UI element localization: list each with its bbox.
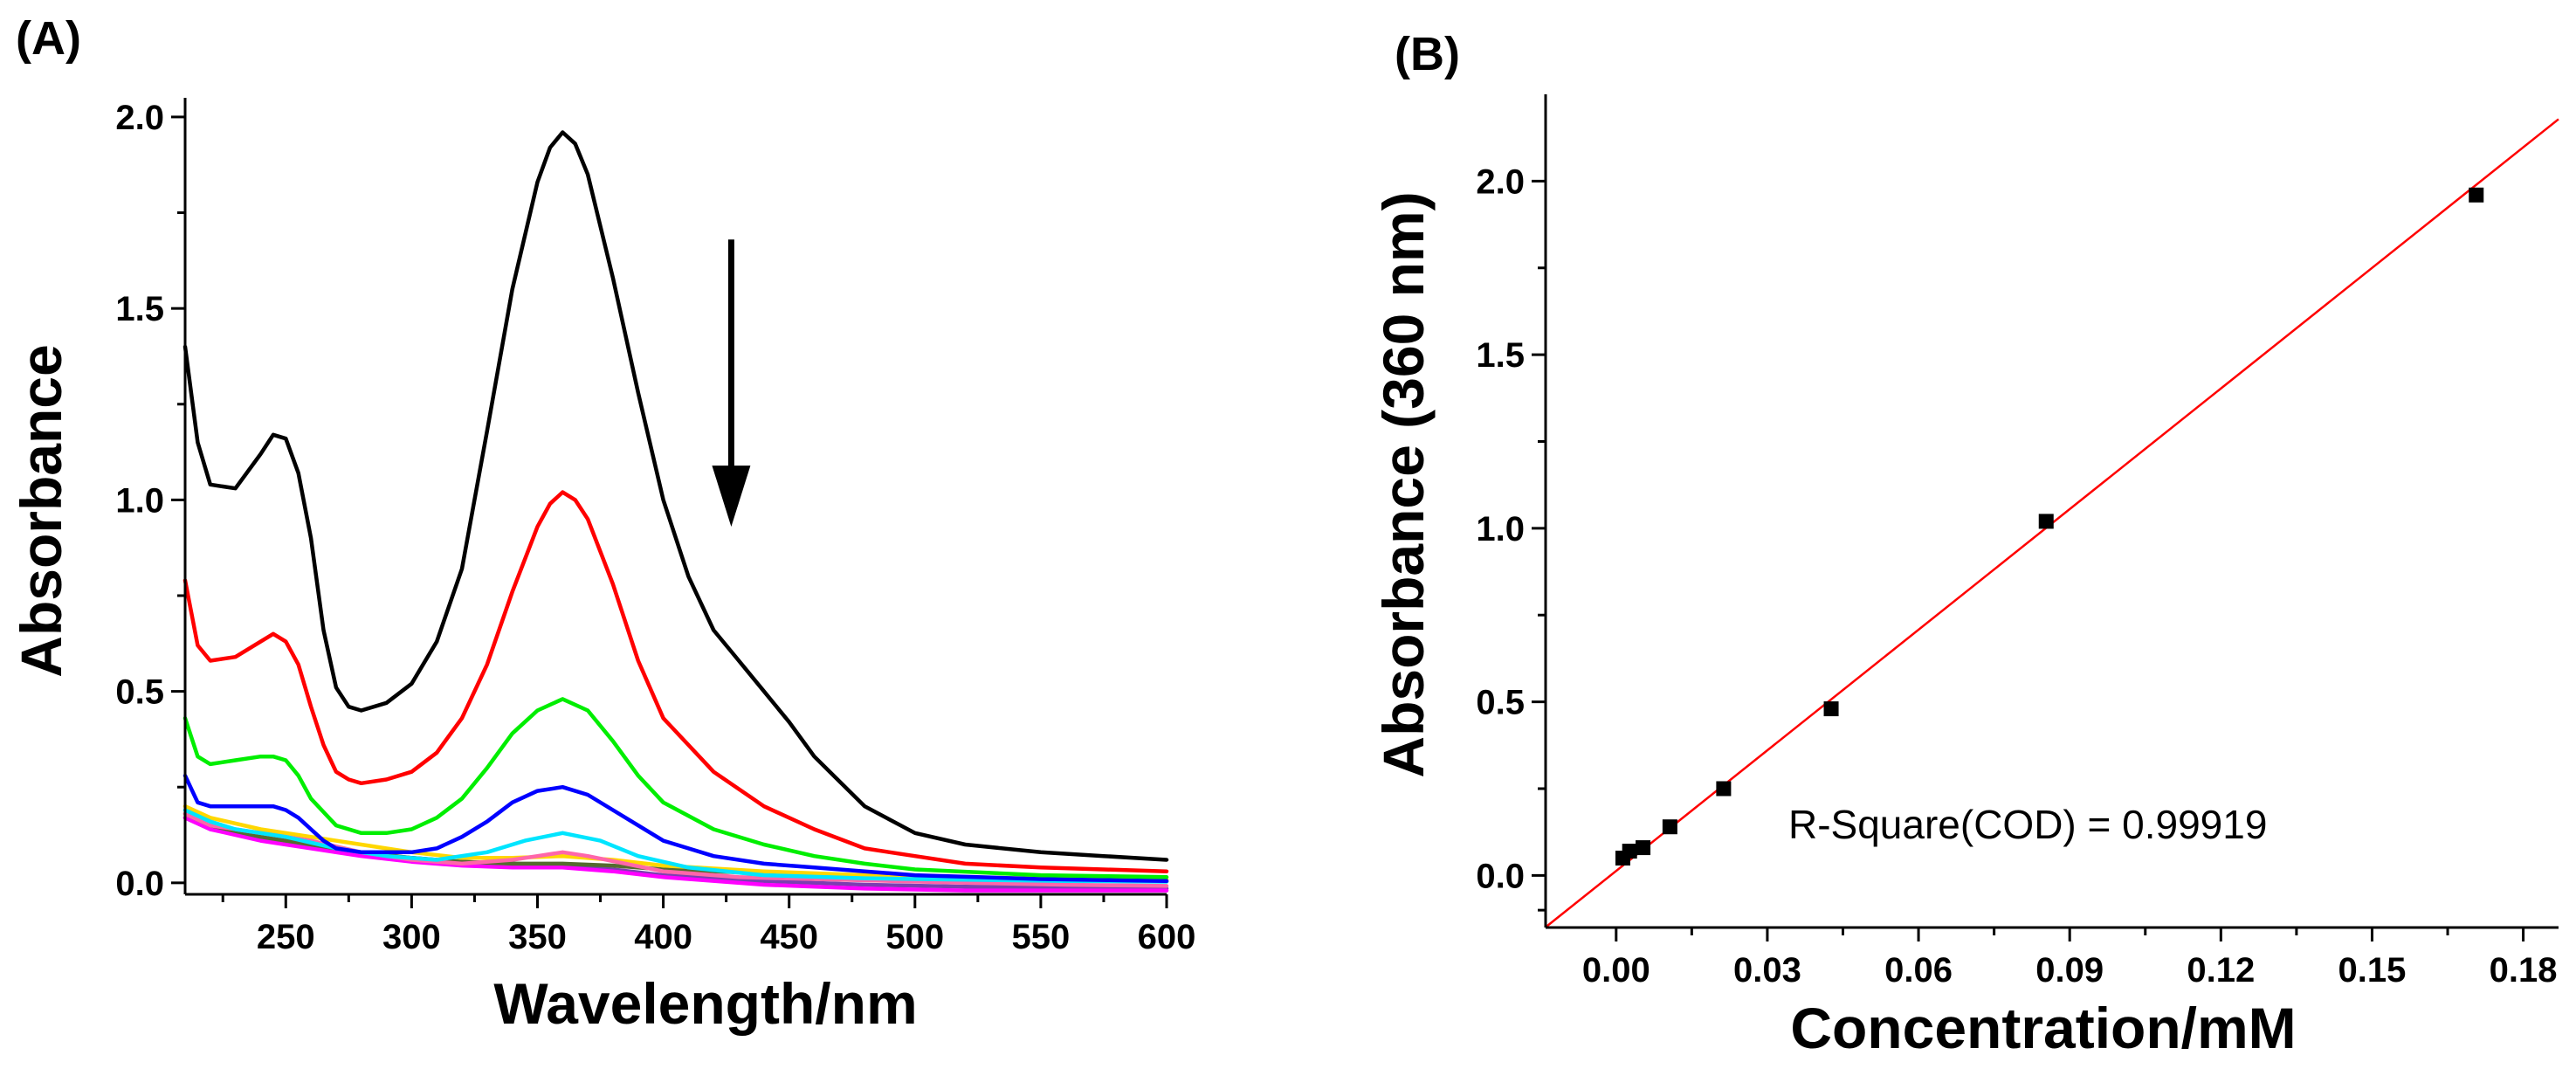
- panel-b-y-axis-title: Absorbance (360 nm): [1371, 191, 1436, 777]
- panel-a-y-tick-label: 1.0: [115, 481, 164, 520]
- panel-b-label: (B): [1395, 28, 1460, 80]
- panel-b-y-tick-label: 2.0: [1476, 162, 1525, 201]
- panel-a-x-tick-label: 550: [1012, 918, 1071, 956]
- panel-a-x-tick-label: 450: [760, 918, 818, 956]
- data-point: [1823, 701, 1839, 717]
- panel-a-x-axis-title: Wavelength/nm: [493, 971, 917, 1036]
- panel-a-y-tick-label: 0.0: [115, 865, 164, 903]
- panel-a-y-axis-title: Absorbance: [9, 344, 73, 677]
- panel-b-x-tick-label: 0.18: [2490, 951, 2558, 990]
- panel-b-y-tick-label: 1.5: [1476, 336, 1525, 375]
- panel-a-y-tick-label: 0.5: [115, 673, 164, 712]
- data-point: [1662, 819, 1677, 835]
- data-point: [2038, 514, 2054, 529]
- panel-a-series-group: [183, 130, 1169, 893]
- spectrum-line-5: [183, 808, 1169, 884]
- panel-b-points-group: [1615, 187, 2484, 866]
- panel-a-x-tick-label: 500: [885, 918, 944, 956]
- panel-b-x-tick-label: 0.15: [2338, 951, 2407, 990]
- panel-a-x-tick-label: 300: [382, 918, 441, 956]
- panel-a-label: (A): [16, 12, 81, 65]
- panel-a: (A) Wavelength/nm Absorbance 250 300 350 40…: [9, 12, 1195, 1036]
- panel-b: (B) Concentration/mM Absorbance (360 nm)…: [1371, 28, 2559, 1060]
- panel-a-annotation-group: [712, 239, 751, 528]
- r-square-annotation: R-Square(COD) = 0.99919: [1788, 802, 2267, 847]
- data-point: [2469, 187, 2484, 203]
- panel-a-x-tick-label: 600: [1138, 918, 1196, 956]
- panel-a-x-tick-label: 250: [257, 918, 315, 956]
- panel-b-ticks: 0.00 0.03 0.06 0.09 0.12 0.15 0.18 0.0 0.5 1.0 1.5…: [1476, 162, 2557, 990]
- panel-a-x-tick-label: 350: [508, 918, 567, 956]
- panel-a-ticks: 250 300 350 400 450 500 550 600 0.0 0.5 1.0 1.5 2.0: [115, 99, 1195, 956]
- data-point: [1636, 840, 1651, 856]
- panel-b-x-tick-label: 0.06: [1884, 951, 1953, 990]
- panel-b-x-tick-label: 0.00: [1582, 951, 1650, 990]
- data-point: [1716, 781, 1732, 797]
- panel-a-y-tick-label: 1.5: [115, 290, 164, 328]
- panel-a-y-tick-label: 2.0: [115, 99, 164, 137]
- panel-b-x-axis-title: Concentration/mM: [1790, 996, 2296, 1060]
- spectrum-line-1: [183, 130, 1169, 862]
- panel-b-x-tick-label: 0.12: [2187, 951, 2255, 990]
- spectrum-line-4: [183, 773, 1169, 883]
- panel-b-y-tick-label: 1.0: [1476, 510, 1525, 548]
- panel-b-y-tick-label: 0.0: [1476, 857, 1525, 895]
- spectrum-line-3: [183, 697, 1169, 879]
- panel-b-x-tick-label: 0.09: [2035, 951, 2104, 990]
- spectrum-line-2: [183, 490, 1169, 873]
- panel-b-x-tick-label: 0.03: [1733, 951, 1801, 990]
- spectrum-line-9: [183, 816, 1169, 893]
- panel-b-y-tick-label: 0.5: [1476, 684, 1525, 722]
- decrease-arrow-head: [712, 466, 751, 528]
- panel-a-x-tick-label: 400: [634, 918, 692, 956]
- data-point: [1622, 844, 1637, 859]
